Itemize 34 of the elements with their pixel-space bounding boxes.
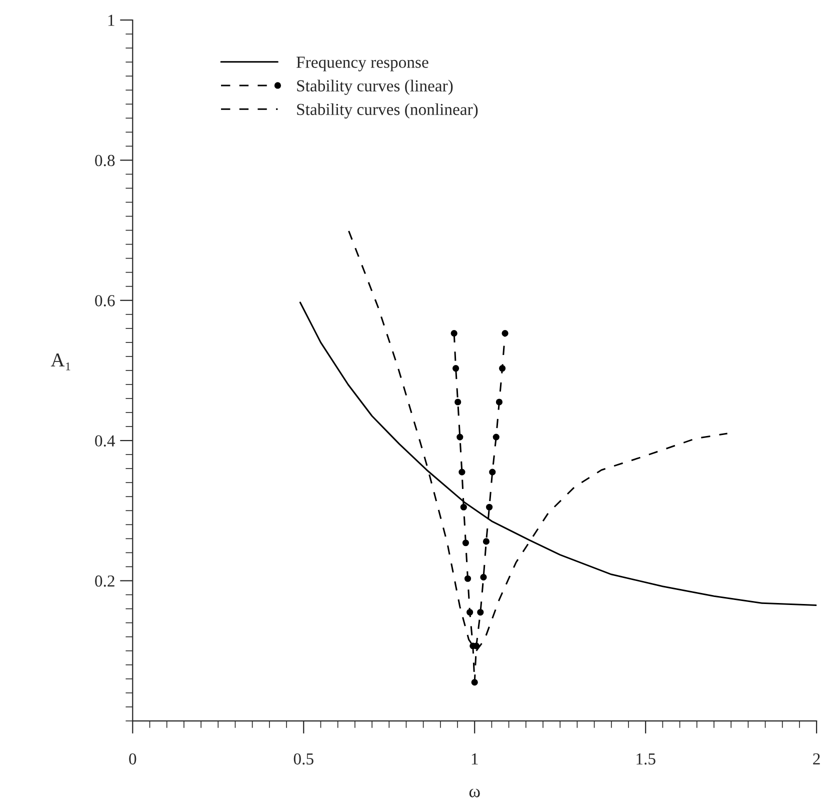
point xyxy=(486,504,493,510)
x-tick-label: 1 xyxy=(472,753,478,764)
point xyxy=(471,679,478,686)
legend-label: Stability curves (linear) xyxy=(297,80,453,95)
y-tick-label: 1 xyxy=(108,14,114,26)
point xyxy=(480,574,487,581)
point xyxy=(492,434,500,440)
point xyxy=(496,398,503,406)
y-tick-label: 0.4 xyxy=(95,435,116,447)
legend-label: Stability curves (nonlinear) xyxy=(297,103,478,119)
x-tick-label: 0.5 xyxy=(294,753,314,765)
point xyxy=(489,468,496,476)
y-tick-label: 0.2 xyxy=(95,575,114,587)
point xyxy=(477,608,484,616)
point xyxy=(462,540,470,546)
point xyxy=(499,365,506,372)
point xyxy=(452,365,460,372)
point xyxy=(482,538,490,545)
y-axis-title: A₁ xyxy=(50,353,70,370)
x-axis-title: ω xyxy=(469,788,480,798)
x-tick-label: 1.5 xyxy=(636,753,656,765)
point xyxy=(454,398,462,406)
point xyxy=(458,468,466,476)
point xyxy=(450,330,458,337)
x-tick-label: 0 xyxy=(129,753,136,765)
y-tick-label: 0.6 xyxy=(95,295,115,306)
point xyxy=(502,330,508,337)
point xyxy=(464,575,472,582)
point xyxy=(466,608,474,616)
x-tick-label: 2 xyxy=(813,753,820,764)
y-tick-label: 0.8 xyxy=(95,154,115,166)
legend-label: Frequency response xyxy=(296,56,428,72)
point xyxy=(456,434,464,440)
point xyxy=(460,504,467,510)
